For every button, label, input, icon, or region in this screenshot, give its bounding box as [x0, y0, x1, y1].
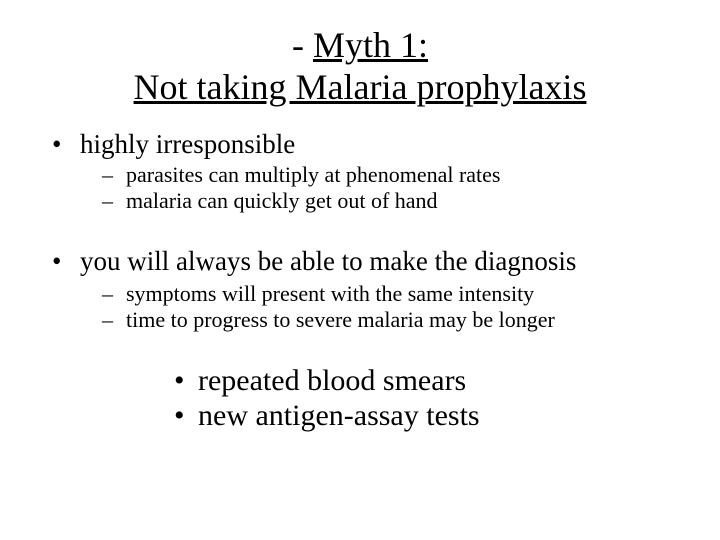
title-prefix: - — [292, 25, 313, 65]
bullet-level2: time to progress to severe malaria may b… — [40, 307, 680, 333]
bullet-level2: malaria can quickly get out of hand — [40, 188, 680, 214]
bullet-text: symptoms will present with the same inte… — [126, 281, 534, 306]
bullet-text: highly irresponsible — [80, 129, 295, 159]
bullet-level2: parasites can multiply at phenomenal rat… — [40, 162, 680, 188]
bullet-emphasis: new antigen-assay tests — [40, 398, 680, 433]
spacer — [40, 214, 680, 240]
slide-title: - Myth 1: Not taking Malaria prophylaxis — [40, 24, 680, 109]
bullet-text: new antigen-assay tests — [198, 399, 480, 432]
title-line-2: Not taking Malaria prophylaxis — [40, 66, 680, 108]
bullet-text: time to progress to severe malaria may b… — [126, 307, 555, 332]
bullet-text: repeated blood smears — [198, 364, 466, 397]
bullet-emphasis: repeated blood smears — [40, 363, 680, 398]
title-line-1: - Myth 1: — [40, 24, 680, 66]
spacer — [40, 333, 680, 363]
bullet-text: parasites can multiply at phenomenal rat… — [126, 162, 500, 187]
slide: - Myth 1: Not taking Malaria prophylaxis… — [0, 0, 720, 540]
title-text-1: Myth 1: — [313, 25, 428, 65]
bullet-level1: you will always be able to make the diag… — [40, 246, 680, 277]
bullet-level1: highly irresponsible — [40, 129, 680, 160]
bullet-text: you will always be able to make the diag… — [80, 246, 576, 276]
bullet-text: malaria can quickly get out of hand — [126, 188, 438, 213]
bullet-level2: symptoms will present with the same inte… — [40, 281, 680, 307]
